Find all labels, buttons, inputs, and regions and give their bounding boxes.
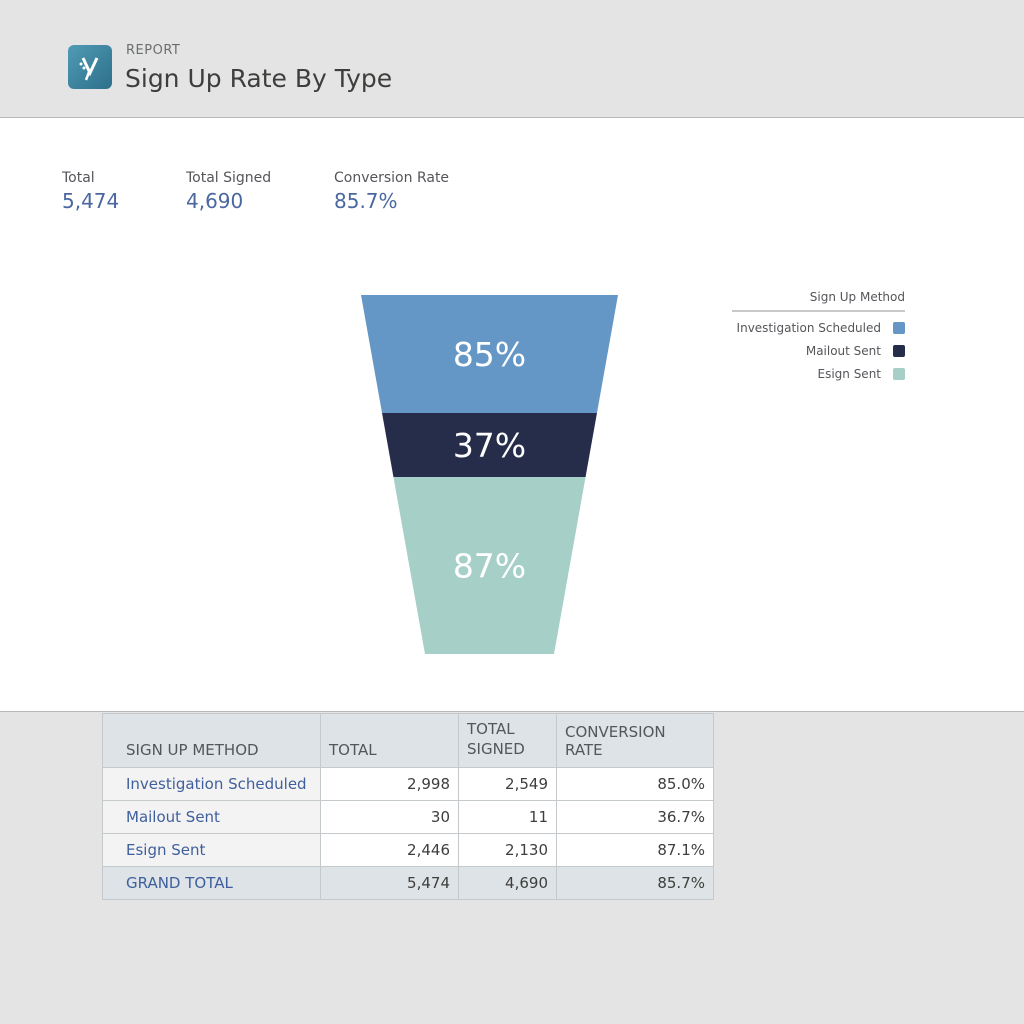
cell: 87.1% — [556, 833, 714, 867]
legend-item[interactable]: Investigation Scheduled — [732, 321, 905, 335]
legend-swatch — [893, 322, 905, 334]
column-header[interactable]: TOTAL — [320, 713, 459, 768]
kpi-value: 5,474 — [62, 189, 120, 213]
legend-swatch — [893, 345, 905, 357]
funnel-segment[interactable] — [361, 295, 618, 413]
kpi-value: 4,690 — [186, 189, 244, 213]
cell: 5,474 — [320, 866, 459, 900]
column-header[interactable]: SIGN UP METHOD — [102, 713, 321, 768]
kpi-label: Conversion Rate — [334, 170, 450, 186]
cell: 11 — [458, 800, 557, 834]
legend-swatch — [893, 368, 905, 380]
legend-label: Investigation Scheduled — [736, 321, 881, 335]
page-title: Sign Up Rate By Type — [125, 64, 393, 93]
cell: 2,998 — [320, 767, 459, 801]
kpi-total: Total 5,474 — [62, 170, 119, 213]
cell: 2,130 — [458, 833, 557, 867]
funnel-chart: 85% 37% 87% — [361, 295, 618, 654]
funnel-data-label: 85% — [453, 335, 526, 374]
brand-logo-icon — [68, 45, 112, 89]
column-header[interactable]: TOTAL SIGNED — [458, 713, 557, 768]
table-header-row: SIGN UP METHOD TOTAL TOTAL SIGNED CONVER… — [102, 713, 714, 768]
kpi-total-signed: Total Signed 4,690 — [186, 170, 271, 213]
grand-total-label[interactable]: GRAND TOTAL — [102, 866, 321, 900]
summary-table: SIGN UP METHOD TOTAL TOTAL SIGNED CONVER… — [102, 713, 714, 900]
grand-total-row: GRAND TOTAL 5,474 4,690 85.7% — [102, 866, 714, 900]
kpi-label: Total Signed — [186, 170, 272, 186]
legend-label: Esign Sent — [817, 367, 881, 381]
legend-item[interactable]: Esign Sent — [732, 367, 905, 381]
kpi-label: Total — [62, 170, 95, 186]
funnel-data-label: 87% — [453, 547, 526, 586]
table-row: Esign Sent 2,446 2,130 87.1% — [102, 833, 714, 867]
method-link[interactable]: Esign Sent — [102, 833, 321, 867]
cell: 36.7% — [556, 800, 714, 834]
method-link[interactable]: Investigation Scheduled — [102, 767, 321, 801]
funnel-segment[interactable] — [393, 477, 586, 654]
cell: 85.7% — [556, 866, 714, 900]
legend-label: Mailout Sent — [805, 344, 881, 358]
cell: 2,446 — [320, 833, 459, 867]
method-link[interactable]: Mailout Sent — [102, 800, 321, 834]
cell: 85.0% — [556, 767, 714, 801]
report-eyebrow: REPORT — [126, 43, 181, 58]
report-header: REPORT Sign Up Rate By Type — [0, 0, 1024, 118]
legend-item[interactable]: Mailout Sent — [732, 344, 905, 358]
kpi-value: 85.7% — [334, 189, 398, 213]
cell: 2,549 — [458, 767, 557, 801]
table-row: Mailout Sent 30 11 36.7% — [102, 800, 714, 834]
report-body: Total 5,474 Total Signed 4,690 Conversio… — [0, 118, 1024, 712]
funnel-data-label: 37% — [453, 426, 526, 465]
chart-legend: Sign Up Method Investigation Scheduled M… — [732, 290, 905, 381]
funnel-segment[interactable] — [382, 413, 597, 477]
kpi-conversion-rate: Conversion Rate 85.7% — [334, 170, 449, 213]
legend-title: Sign Up Method — [732, 290, 905, 312]
column-header[interactable]: CONVERSION RATE — [556, 713, 714, 768]
cell: 30 — [320, 800, 459, 834]
table-row: Investigation Scheduled 2,998 2,549 85.0% — [102, 767, 714, 801]
cell: 4,690 — [458, 866, 557, 900]
